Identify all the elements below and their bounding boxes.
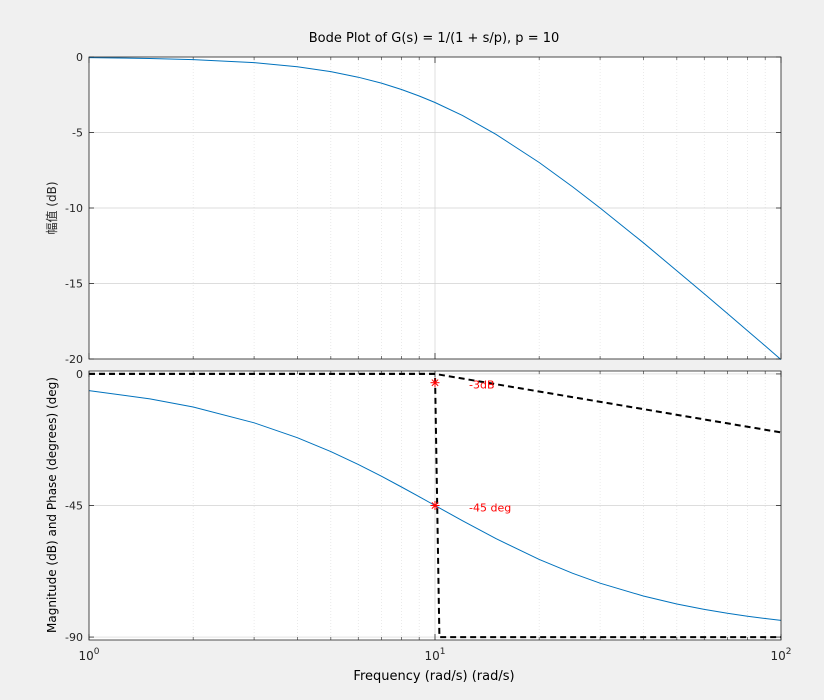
x-tick-label: 100 [78,647,99,663]
magnitude-ylabel: 幅值 (dB) [44,181,59,234]
annotation-label: -45 deg [469,502,511,515]
x-tick-label: 102 [770,647,791,663]
y-tick-label: 0 [76,51,83,64]
y-tick-label: -90 [65,631,83,644]
annotations: -3dB -45 deg [430,378,511,515]
y-tick-label: -5 [72,127,83,140]
magnitude-ticks: 0 -5 -10 -15 -20 [65,51,782,366]
y-tick-label: -45 [65,500,83,513]
annotation-label: -3dB [469,379,495,392]
phase-curve [88,390,782,621]
x-axis-label: Frequency (rad/s) (rad/s) [353,669,514,684]
phase-frame [88,370,782,641]
magnitude-axes: 0 -5 -10 -15 -20 幅值 (dB) [44,51,782,366]
y-tick-label: -15 [65,278,83,291]
asymptote-line-2 [89,372,781,639]
annotation-marker [430,501,440,510]
asymptote-lines [89,372,782,639]
magnitude-frame [88,56,782,360]
x-tick-label: 101 [424,647,445,663]
y-tick-label: -10 [65,202,83,215]
y-tick-label: -20 [65,353,83,366]
figure-title: Bode Plot of G(s) = 1/(1 + s/p), p = 10 [309,31,560,46]
magnitude-curve [88,57,782,360]
y-tick-label: 0 [76,368,83,381]
phase-ylabel: Magnitude (dB) and Phase (degrees) (deg) [45,377,59,633]
phase-axes: 0 -45 -90 100 101 102 -3dB -45 deg Magnitude (… [45,368,792,663]
annotation-marker [430,378,440,388]
